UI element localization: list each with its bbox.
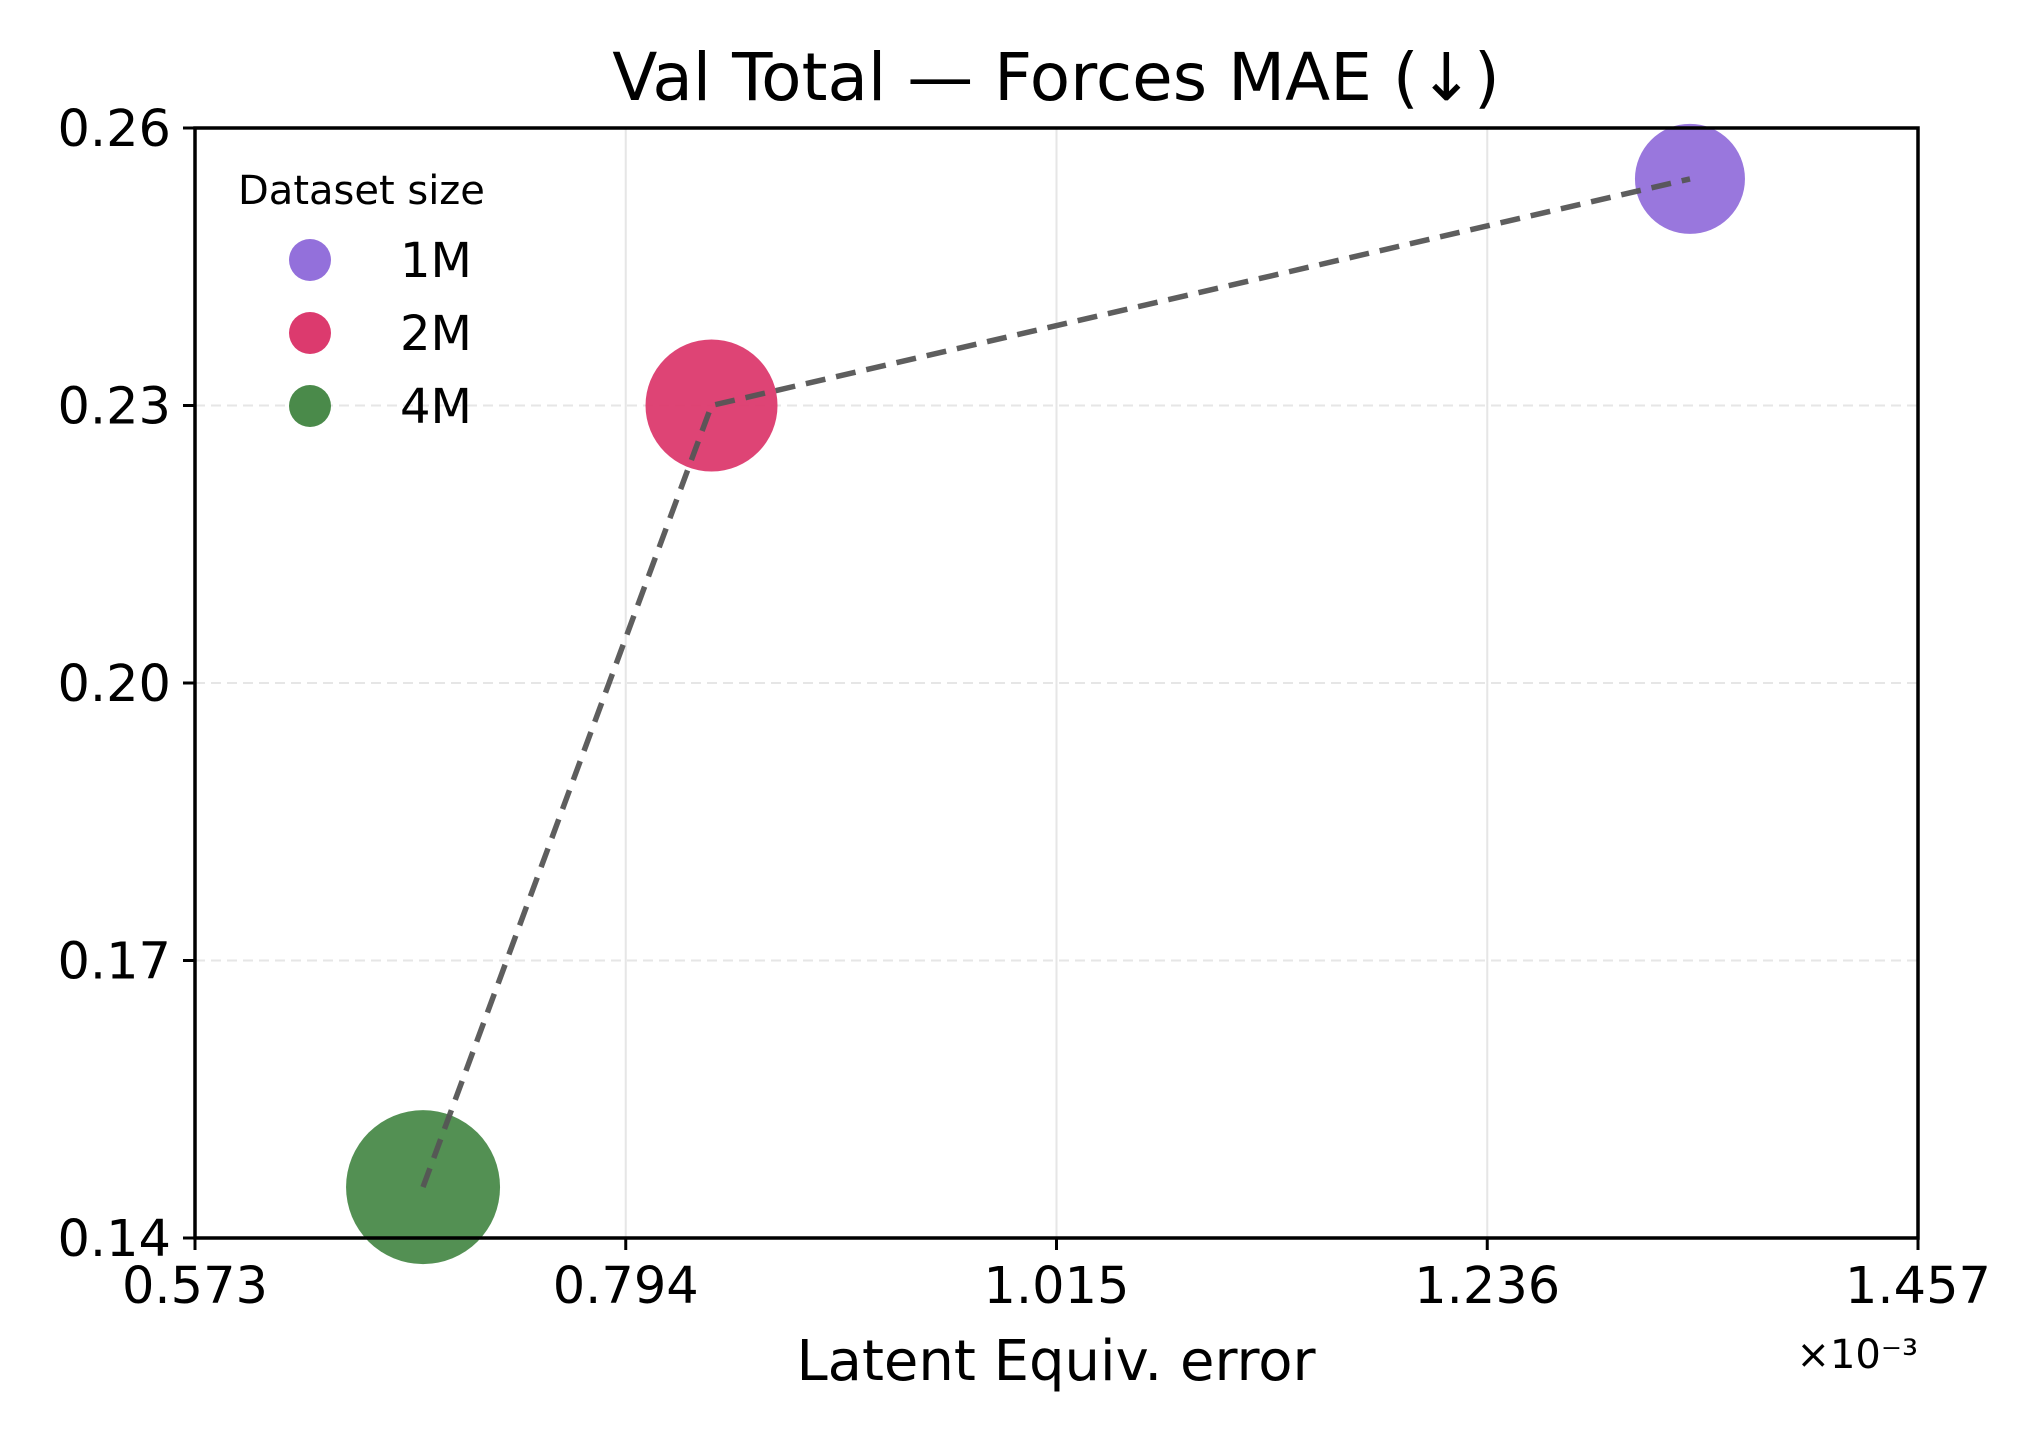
- y-tick-label: 0.26: [57, 100, 171, 159]
- grid: [195, 128, 1918, 1238]
- x-tick-label: 1.236: [1414, 1257, 1560, 1316]
- y-tick-label: 0.14: [57, 1210, 171, 1269]
- point-2m: [645, 339, 778, 472]
- dashed-trend-line: [420, 176, 1691, 1189]
- legend-marker-1m: [289, 239, 331, 281]
- x-axis-label: Latent Equiv. error: [796, 1329, 1316, 1394]
- point-4m: [346, 1110, 501, 1265]
- x-tick-label: 0.573: [122, 1257, 268, 1316]
- legend-title: Dataset size: [238, 168, 485, 214]
- legend: Dataset size 1M 2M 4M: [238, 168, 485, 435]
- x-tick-label: 1.015: [983, 1257, 1129, 1316]
- axis-ticks: 0.573 0.794 1.015 1.236 1.457 0.26 0.23 0.20 0.1…: [57, 100, 1991, 1316]
- x-tick-label: 1.457: [1845, 1257, 1991, 1316]
- x-tick-label: 0.794: [553, 1257, 699, 1316]
- y-tick-label: 0.17: [57, 933, 171, 992]
- x-axis-offset-label: ×10⁻³: [1796, 1332, 1918, 1378]
- legend-marker-4m: [289, 385, 331, 427]
- y-tick-label: 0.23: [57, 378, 171, 437]
- legend-label-1m: 1M: [400, 233, 472, 289]
- chart-title: Val Total — Forces MAE (↓): [612, 39, 1499, 116]
- connecting-line: [420, 176, 1691, 1189]
- legend-label-2m: 2M: [400, 306, 472, 362]
- legend-marker-2m: [289, 312, 331, 354]
- data-points: [346, 123, 1745, 1265]
- legend-label-4m: 4M: [400, 379, 472, 435]
- y-tick-label: 0.20: [57, 655, 171, 714]
